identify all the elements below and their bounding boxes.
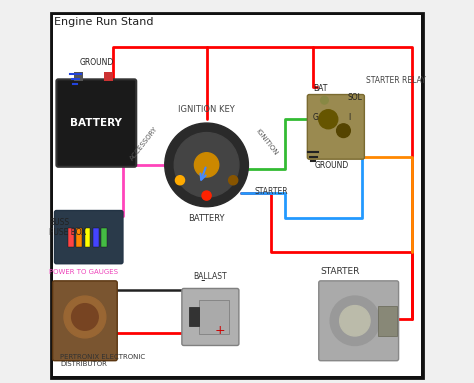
Bar	[190, 308, 199, 326]
FancyBboxPatch shape	[56, 79, 136, 167]
Text: Engine Run Stand: Engine Run Stand	[55, 16, 154, 26]
Bar	[76, 228, 82, 247]
Circle shape	[175, 176, 184, 185]
Bar	[68, 228, 73, 247]
Text: GROUND: GROUND	[79, 58, 113, 67]
Text: STARTER: STARTER	[320, 267, 360, 276]
Text: BATTERY: BATTERY	[188, 214, 225, 223]
Circle shape	[194, 153, 219, 177]
Text: BAT: BAT	[313, 83, 328, 93]
Text: IGNITION: IGNITION	[254, 128, 278, 156]
Text: POWER TO GAUGES: POWER TO GAUGES	[49, 270, 118, 275]
Circle shape	[72, 304, 98, 330]
Bar	[101, 228, 107, 247]
Text: BUSS
FUSE BOX: BUSS FUSE BOX	[49, 218, 86, 237]
Text: G: G	[312, 113, 318, 122]
FancyBboxPatch shape	[307, 95, 365, 159]
Text: GROUND: GROUND	[315, 161, 349, 170]
Circle shape	[340, 306, 370, 336]
Bar	[73, 72, 83, 81]
Circle shape	[330, 296, 380, 345]
Circle shape	[174, 133, 239, 197]
Circle shape	[165, 123, 248, 207]
Circle shape	[319, 110, 338, 129]
Text: BALLAST: BALLAST	[193, 272, 227, 281]
Bar	[378, 306, 397, 336]
Text: PERTRONIX ELECTRONIC
DISTRIBUTOR: PERTRONIX ELECTRONIC DISTRIBUTOR	[60, 354, 146, 367]
Text: +: +	[215, 324, 225, 337]
Text: BATTERY: BATTERY	[70, 118, 122, 128]
Text: IGNITION KEY: IGNITION KEY	[178, 105, 235, 113]
Circle shape	[228, 176, 238, 185]
FancyBboxPatch shape	[55, 211, 123, 264]
Circle shape	[202, 191, 211, 200]
Bar	[93, 228, 99, 247]
Text: SOL: SOL	[347, 93, 362, 102]
Circle shape	[64, 296, 106, 338]
Text: STARTER RELAY: STARTER RELAY	[366, 76, 426, 85]
Text: STARTER: STARTER	[254, 187, 288, 196]
Text: I: I	[348, 113, 351, 122]
Circle shape	[320, 97, 328, 104]
Text: -: -	[201, 274, 205, 287]
Bar	[104, 72, 113, 81]
Text: ACCESSORY: ACCESSORY	[129, 126, 159, 162]
Circle shape	[337, 124, 350, 137]
FancyBboxPatch shape	[319, 281, 399, 361]
Bar	[199, 300, 229, 334]
FancyBboxPatch shape	[53, 281, 117, 361]
Bar	[84, 228, 90, 247]
FancyBboxPatch shape	[182, 288, 239, 345]
